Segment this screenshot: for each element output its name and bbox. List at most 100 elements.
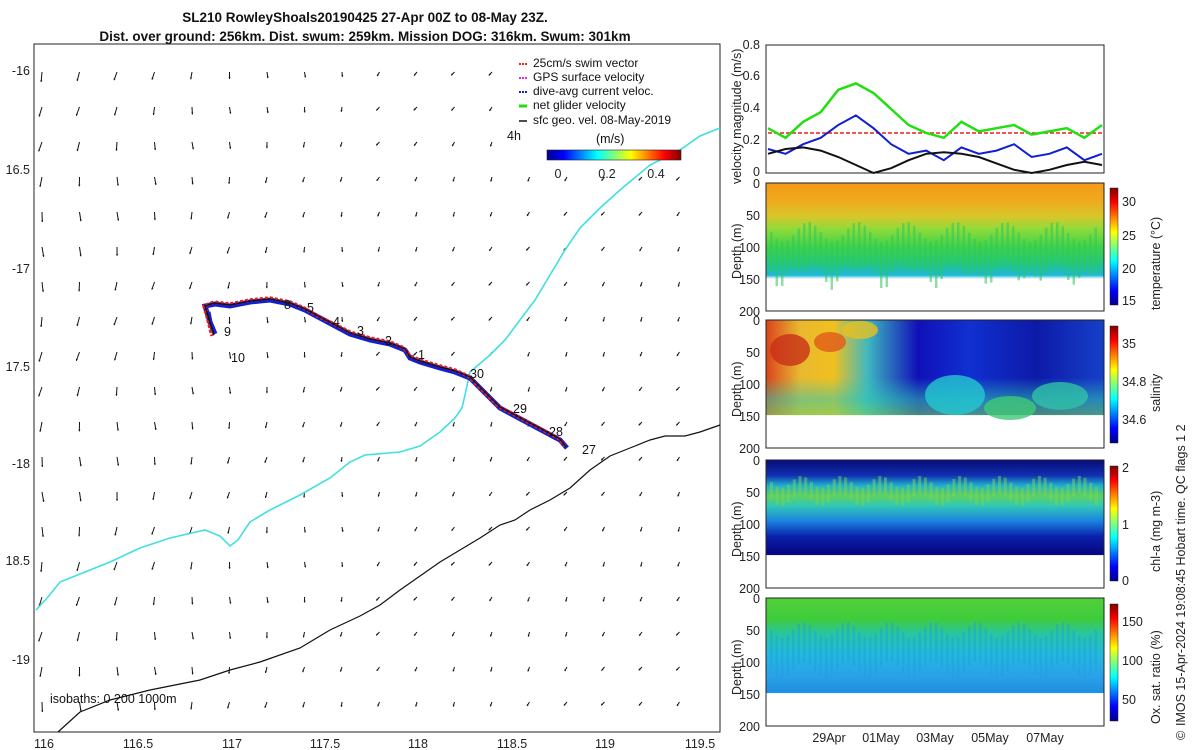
chl-streak xyxy=(787,484,791,503)
map-x-tick: 119 xyxy=(595,737,615,750)
velocity-arrow-head xyxy=(676,704,679,707)
velocity-arrow-head xyxy=(376,353,379,356)
velocity-arrow-head xyxy=(265,636,268,639)
velocity-panel: 0 0.2 0.4 0.6 0.8 velocity magnitude (m/… xyxy=(730,38,1105,184)
velocity-arrow-head xyxy=(265,146,268,149)
temperature-streak xyxy=(962,226,965,275)
oxygen-streak xyxy=(984,628,987,669)
chl-streak xyxy=(815,486,819,505)
velocity-arrow-head xyxy=(601,178,604,181)
track-label: 8 xyxy=(284,298,291,312)
track-label: 4 xyxy=(333,315,340,329)
velocity-arrow-head xyxy=(488,563,491,566)
temperature-streak xyxy=(1028,241,1031,275)
temperature-streak xyxy=(1083,240,1086,273)
velocity-arrow-head xyxy=(78,184,81,187)
velocity-arrow-head xyxy=(376,668,379,671)
velocity-arrow-head xyxy=(114,113,117,116)
chl-streak xyxy=(1009,482,1013,501)
speed-colorbar xyxy=(546,149,682,161)
chl-streak xyxy=(992,478,996,497)
velocity-arrow-head xyxy=(41,290,44,292)
colorbar-tick: 0.4 xyxy=(647,167,664,181)
chl-streak xyxy=(1077,476,1081,495)
velocity-arrow-head xyxy=(303,530,306,533)
oxygen-streak xyxy=(770,630,773,670)
oxygen-field xyxy=(766,598,1104,726)
depth-tick: 100 xyxy=(739,656,760,670)
oxygen-streak xyxy=(797,623,800,664)
velocity-arrow-head xyxy=(451,528,454,531)
oxygen-streak xyxy=(792,629,795,670)
velocity-arrow-head xyxy=(452,214,455,217)
velocity-arrow-head xyxy=(340,705,343,707)
temperature-streak xyxy=(929,241,932,282)
velocity-arrow-head xyxy=(377,319,379,322)
time-tick: 07May xyxy=(1026,731,1064,745)
oxygen-streak xyxy=(841,623,844,664)
velocity-arrow-head xyxy=(602,389,605,392)
velocity-arrow-head xyxy=(340,600,343,602)
velocity-arrow-head xyxy=(115,638,118,641)
map-frame xyxy=(33,43,721,733)
velocity-arrow-head xyxy=(191,637,195,640)
velocity-arrow-head xyxy=(602,284,605,287)
velocity-arrow-head xyxy=(413,598,416,601)
track-label: 30 xyxy=(470,367,484,381)
velocity-arrow-head xyxy=(564,319,567,322)
velocity-arrow-head xyxy=(40,325,43,327)
temperature-streak xyxy=(885,240,888,288)
velocity-arrow-head xyxy=(415,459,418,462)
velocity-arrow-head xyxy=(266,321,269,324)
track-label: 5 xyxy=(307,301,314,315)
temperature-streak xyxy=(814,225,817,260)
oxygen-streak xyxy=(1001,636,1004,677)
chl-streak xyxy=(923,477,927,496)
velocity-arrow-head xyxy=(341,495,344,497)
chl-streak xyxy=(832,479,836,498)
velocity-arrow-head xyxy=(303,355,306,358)
time-tick: 05May xyxy=(971,731,1009,745)
track-label: 10 xyxy=(231,351,245,365)
oxygen-streak xyxy=(803,622,806,663)
velocity-arrow-head xyxy=(153,708,156,711)
velocity-arrow-head xyxy=(414,284,417,287)
chl-streak xyxy=(770,482,773,500)
velocity-arrow-head xyxy=(264,671,267,673)
velocity-arrow-head xyxy=(564,564,567,567)
velocity-arrow-head xyxy=(451,353,454,356)
velocity-arrow-head xyxy=(227,216,230,219)
temperature-streak xyxy=(781,241,784,286)
velocity-arrow-head xyxy=(116,499,119,501)
velocity-arrow-head xyxy=(489,599,492,602)
velocity-arrow-head xyxy=(191,357,194,360)
velocity-arrow-head xyxy=(38,114,41,117)
velocity-arrow-head xyxy=(490,669,493,672)
velocity-arrow-head xyxy=(677,249,680,252)
velocity-arrow-head xyxy=(638,668,641,671)
oxygen-streak xyxy=(830,634,833,675)
colorbar-label: chl-a (mg m-3) xyxy=(1149,491,1163,572)
velocity-arrow-head xyxy=(78,534,81,537)
velocity-arrow-head xyxy=(563,458,566,461)
temperature-streak xyxy=(951,223,954,256)
velocity-arrow-head xyxy=(228,322,231,324)
velocity-arrow-head xyxy=(563,213,566,216)
temperature-streak xyxy=(836,240,839,282)
velocity-y-tick: 0.4 xyxy=(743,101,760,115)
velocity-arrow-head xyxy=(340,144,342,147)
oxygen-streak xyxy=(990,634,993,675)
map-legend: 25cm/s swim vector GPS surface velocity … xyxy=(507,56,682,181)
velocity-arrow-head xyxy=(153,218,156,221)
velocity-arrow-head xyxy=(414,669,417,672)
velocity-arrow-head xyxy=(526,248,529,251)
velocity-arrow-head xyxy=(38,149,41,152)
chl-streak xyxy=(895,486,899,505)
oxygen-streak xyxy=(874,633,877,674)
velocity-arrow-head xyxy=(266,76,269,79)
chl-streak xyxy=(1026,484,1030,503)
oxygen-streak xyxy=(995,637,998,678)
velocity-arrow-head xyxy=(152,358,155,361)
velocity-arrow-head xyxy=(676,668,679,671)
